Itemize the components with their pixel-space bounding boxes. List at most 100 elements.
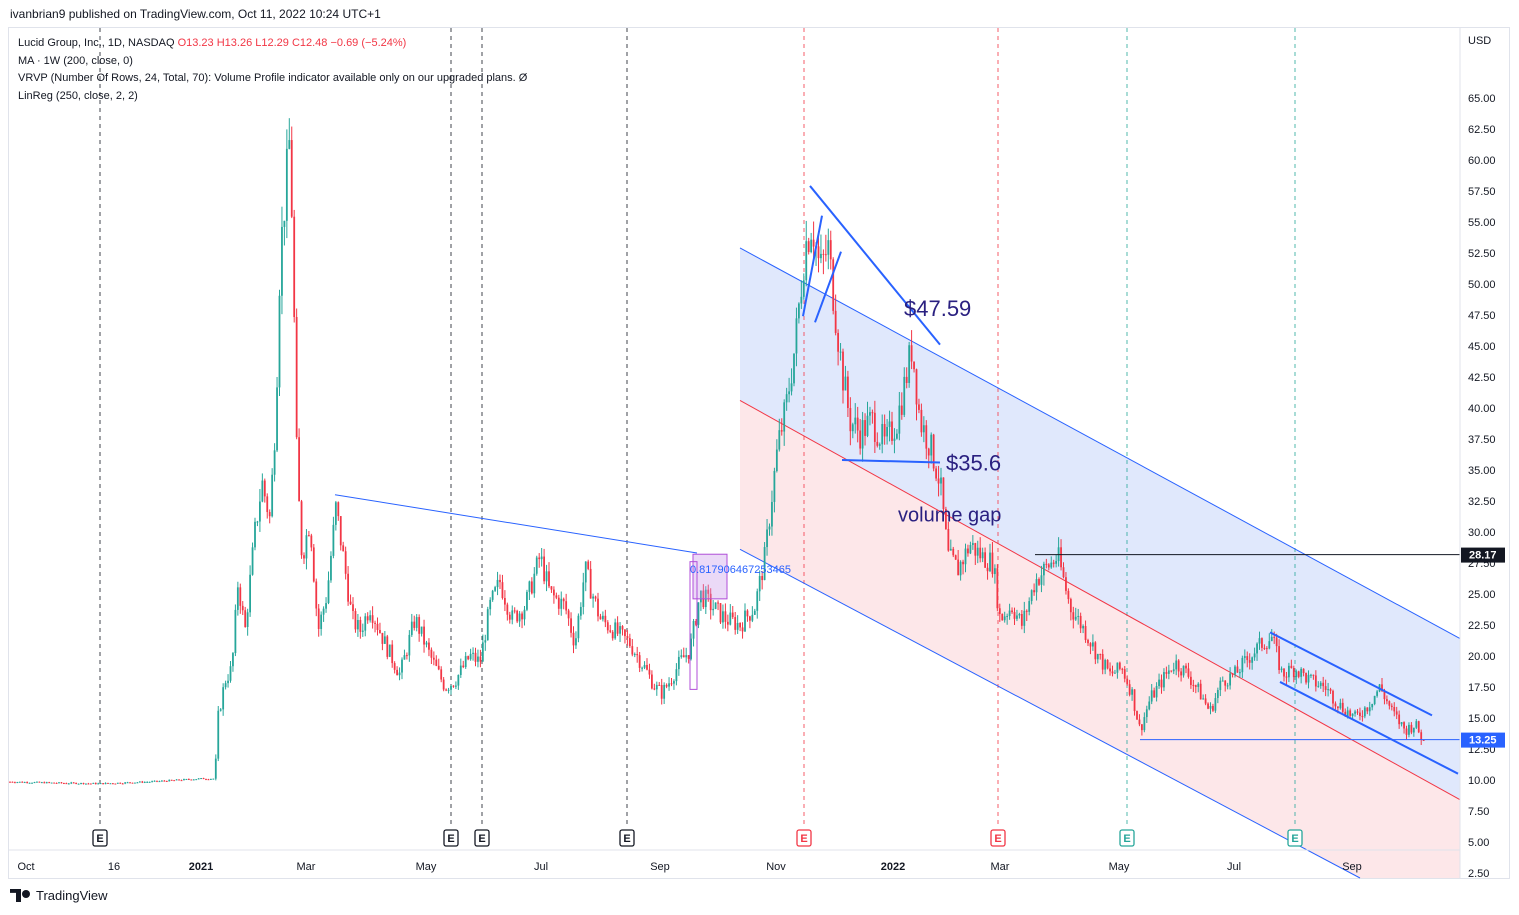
candle-up[interactable]: [214, 758, 217, 779]
candle-down[interactable]: [406, 655, 408, 657]
candle-up[interactable]: [361, 630, 364, 632]
candle-down[interactable]: [665, 684, 668, 687]
candle-up[interactable]: [420, 626, 423, 634]
candle-down[interactable]: [707, 589, 710, 594]
candle-up[interactable]: [1229, 673, 1231, 686]
candle-down[interactable]: [761, 576, 764, 581]
candle-up[interactable]: [602, 615, 604, 620]
candle-down[interactable]: [646, 664, 648, 670]
candle-down[interactable]: [342, 545, 345, 552]
candle-down[interactable]: [1111, 671, 1114, 674]
trendline-wedge-top[interactable]: [809, 185, 941, 346]
candle-up[interactable]: [1023, 610, 1026, 626]
candle-up[interactable]: [185, 779, 188, 781]
candle-up[interactable]: [455, 685, 457, 687]
candle-down[interactable]: [682, 655, 685, 658]
candle-down[interactable]: [1422, 740, 1425, 742]
candle-up[interactable]: [40, 782, 43, 784]
candle-up[interactable]: [143, 781, 146, 783]
candle-up[interactable]: [1050, 562, 1053, 568]
candle-up[interactable]: [212, 778, 215, 780]
candle-down[interactable]: [129, 782, 131, 784]
candle-up[interactable]: [70, 782, 73, 784]
candle-up[interactable]: [783, 402, 786, 432]
candle-up[interactable]: [1258, 638, 1261, 644]
candle-down[interactable]: [651, 674, 653, 689]
candle-up[interactable]: [893, 438, 896, 441]
candle-down[interactable]: [114, 783, 117, 785]
candle-down[interactable]: [48, 782, 51, 784]
candle-down[interactable]: [418, 617, 421, 634]
candle-up[interactable]: [1317, 685, 1320, 687]
candle-down[interactable]: [726, 621, 729, 625]
candle-down[interactable]: [521, 613, 523, 620]
candle-down[interactable]: [996, 568, 999, 609]
candle-down[interactable]: [660, 685, 663, 699]
candle-down[interactable]: [719, 603, 722, 623]
candle-up[interactable]: [1239, 672, 1241, 674]
candle-down[interactable]: [1283, 668, 1285, 677]
candle-down[interactable]: [530, 581, 533, 594]
candle-up[interactable]: [878, 444, 881, 446]
candle-down[interactable]: [1405, 728, 1408, 735]
candle-down[interactable]: [467, 656, 470, 660]
trendline-2021-top[interactable]: [334, 494, 698, 554]
candle-down[interactable]: [1020, 613, 1023, 626]
candle-up[interactable]: [1412, 727, 1415, 733]
candle-up[interactable]: [633, 654, 636, 656]
candle-down[interactable]: [621, 626, 624, 630]
candle-up[interactable]: [1006, 615, 1009, 617]
candle-up[interactable]: [795, 318, 798, 354]
candle-down[interactable]: [670, 683, 673, 685]
candle-down[interactable]: [609, 630, 612, 632]
candle-up[interactable]: [357, 620, 359, 630]
candle-up[interactable]: [18, 781, 21, 783]
candle-up[interactable]: [1346, 710, 1349, 717]
candle-up[interactable]: [540, 556, 543, 560]
candle-down[interactable]: [864, 420, 866, 436]
candle-up[interactable]: [217, 710, 220, 759]
candle-up[interactable]: [1319, 682, 1322, 686]
candle-down[interactable]: [1390, 705, 1393, 707]
candle-up[interactable]: [16, 782, 19, 784]
candle-up[interactable]: [23, 782, 26, 784]
candle-down[interactable]: [499, 579, 501, 583]
candle-up[interactable]: [450, 685, 452, 690]
candle-up[interactable]: [798, 303, 800, 319]
candle-down[interactable]: [1386, 699, 1388, 702]
candle-up[interactable]: [1182, 665, 1185, 676]
candle-down[interactable]: [1292, 668, 1295, 678]
candle-up[interactable]: [1241, 657, 1244, 673]
candle-up[interactable]: [1214, 698, 1217, 711]
candle-up[interactable]: [1376, 691, 1378, 696]
candle-down[interactable]: [428, 642, 430, 650]
candle-down[interactable]: [1395, 711, 1398, 715]
candle-down[interactable]: [594, 596, 597, 599]
candle-up[interactable]: [866, 415, 869, 436]
candle-up[interactable]: [232, 653, 234, 667]
candle-up[interactable]: [1209, 705, 1212, 709]
candle-down[interactable]: [986, 567, 989, 572]
candle-up[interactable]: [763, 547, 766, 581]
candle-up[interactable]: [753, 610, 756, 615]
candle-up[interactable]: [459, 665, 462, 675]
candle-up[interactable]: [949, 548, 952, 551]
candle-down[interactable]: [413, 621, 416, 628]
candle-down[interactable]: [891, 421, 893, 441]
candle-up[interactable]: [896, 433, 898, 439]
candle-up[interactable]: [1327, 689, 1329, 691]
candle-down[interactable]: [180, 780, 183, 782]
candle-down[interactable]: [290, 140, 293, 217]
candle-down[interactable]: [75, 782, 78, 784]
candle-up[interactable]: [383, 636, 386, 644]
candle-down[interactable]: [1106, 659, 1109, 669]
candle-down[interactable]: [636, 654, 639, 656]
candle-down[interactable]: [1314, 675, 1317, 687]
candle-down[interactable]: [1089, 643, 1092, 647]
candle-up[interactable]: [1197, 683, 1200, 687]
candle-up[interactable]: [403, 655, 406, 660]
candle-up[interactable]: [109, 783, 112, 785]
candle-down[interactable]: [308, 535, 310, 537]
candle-down[interactable]: [187, 779, 190, 781]
candle-up[interactable]: [224, 683, 227, 688]
